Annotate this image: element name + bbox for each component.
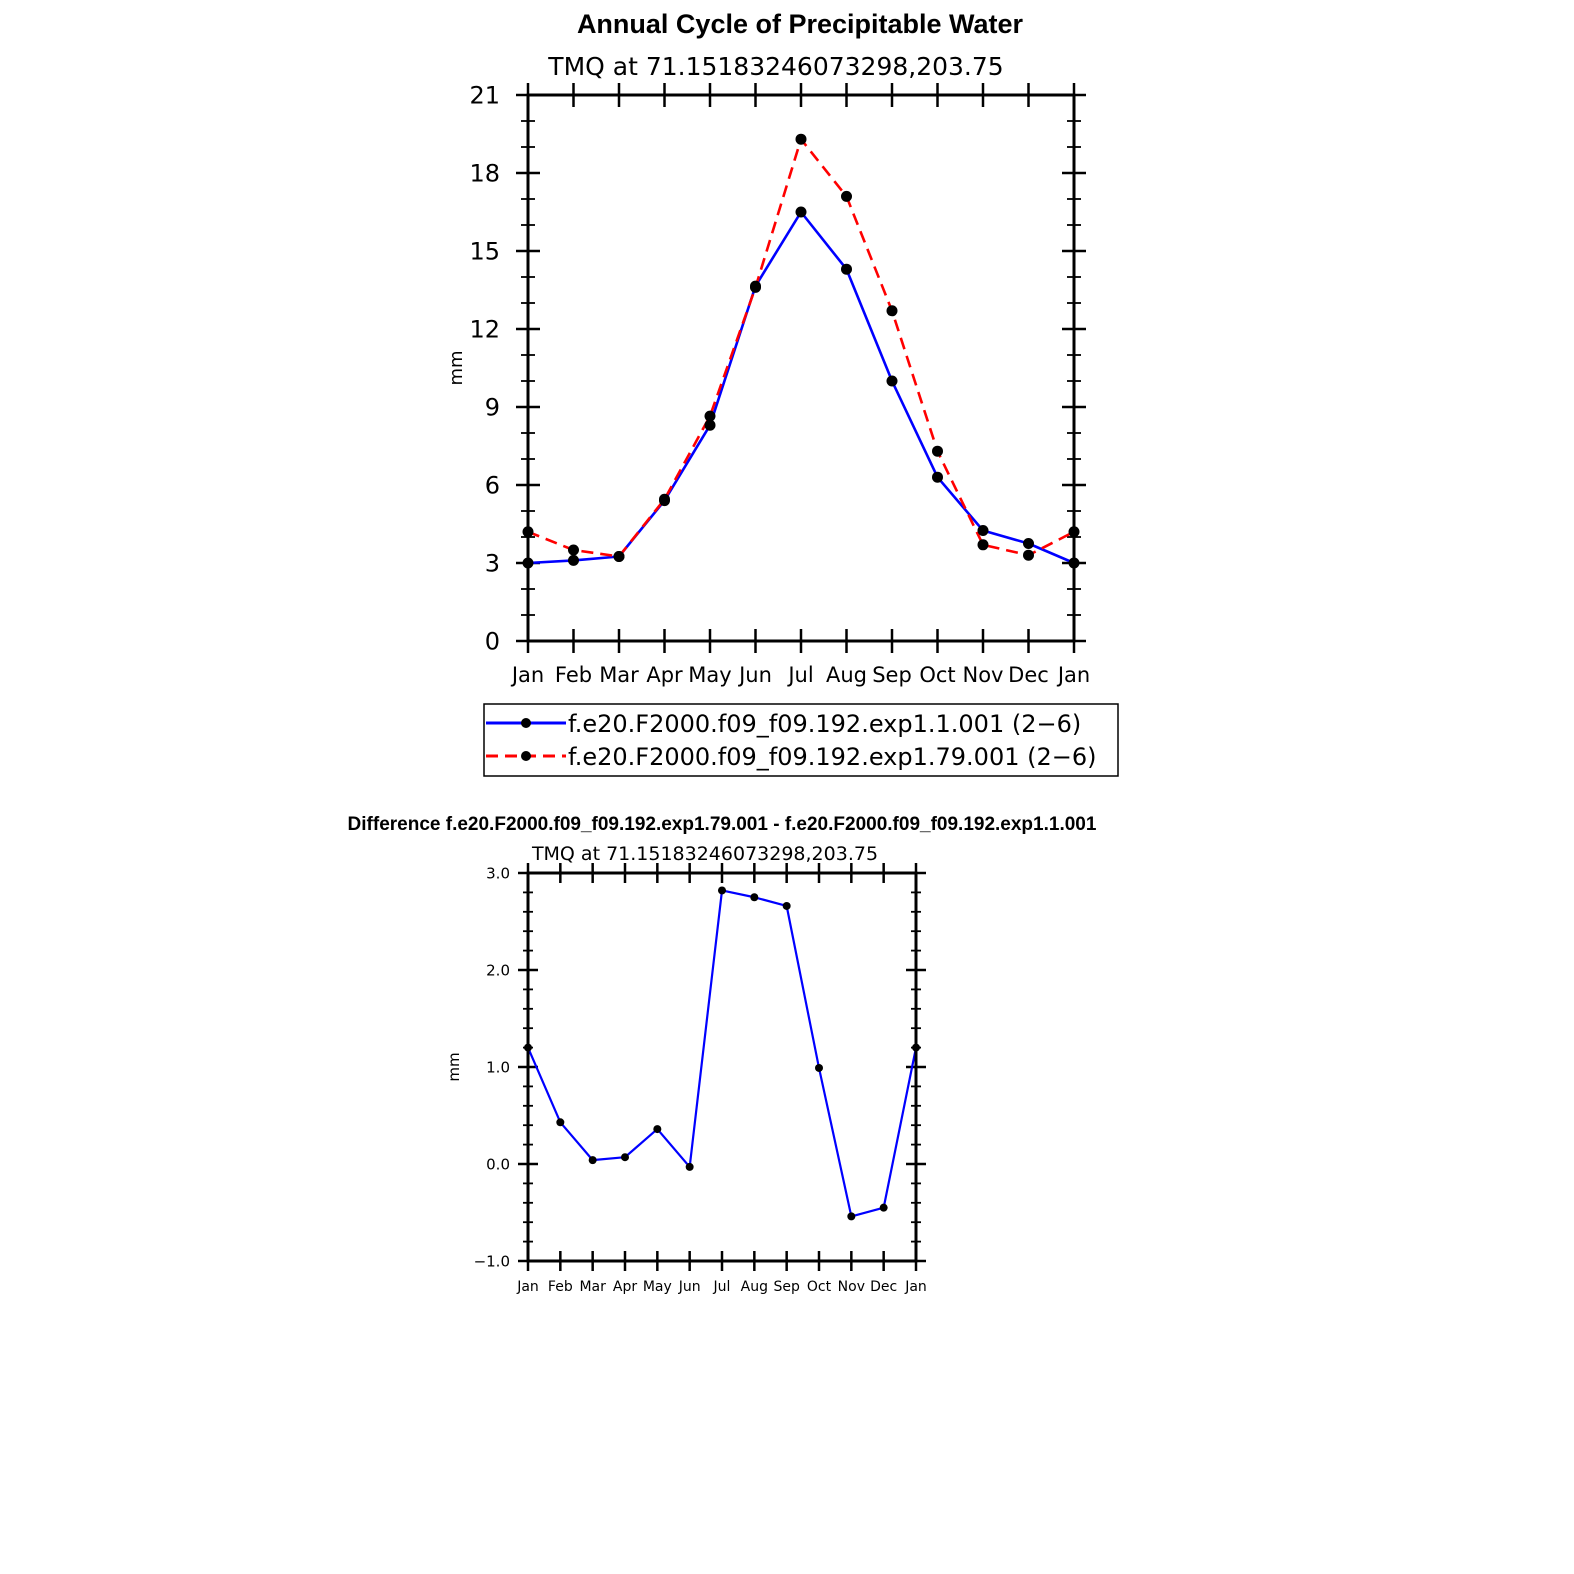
series-0-point xyxy=(1023,538,1034,549)
chart2-subtitle: TMQ at 71.15183246073298,203.75 xyxy=(531,843,878,865)
series-0-point xyxy=(588,1156,597,1165)
xtick-label: Jun xyxy=(678,1279,701,1295)
xtick-label: Jan xyxy=(510,663,544,687)
series-0-point xyxy=(653,1125,662,1134)
xtick-label: Jul xyxy=(713,1279,731,1295)
series-0-point xyxy=(847,1212,856,1221)
xtick-label: Oct xyxy=(807,1279,832,1295)
series-0-point xyxy=(782,901,791,910)
legend-marker-blue xyxy=(521,718,531,728)
series-line-0 xyxy=(527,210,1075,565)
series-0-point xyxy=(795,206,807,218)
series-0-point xyxy=(718,886,726,895)
chart1-title: Annual Cycle of Precipitable Water xyxy=(577,9,1024,39)
xtick-label: Sep xyxy=(773,1279,800,1295)
chart1-legend: f.e20.F2000.f09_f09.192.exp1.1.001 (2−6)… xyxy=(483,703,1119,777)
xtick-label: Mar xyxy=(579,1279,606,1295)
chart1-series xyxy=(522,133,1080,569)
ytick-label: 0.0 xyxy=(486,1155,510,1173)
ytick-label: 12 xyxy=(469,316,500,344)
series-0-point xyxy=(932,471,943,483)
series-1-point xyxy=(1023,549,1034,561)
series-1-point xyxy=(932,445,943,457)
xtick-label: Jul xyxy=(786,663,813,687)
chart1-frame xyxy=(526,93,1076,643)
series-1-point xyxy=(977,539,989,551)
xtick-label: Apr xyxy=(646,663,683,687)
xtick-label: Jan xyxy=(904,1279,927,1295)
legend-label-exp79: f.e20.F2000.f09_f09.192.exp1.79.001 (2−6… xyxy=(568,743,1096,771)
ytick-label: 3.0 xyxy=(486,864,510,882)
ytick-label: 21 xyxy=(469,82,500,110)
xtick-label: May xyxy=(643,1279,672,1295)
chart1-subtitle: TMQ at 71.15183246073298,203.75 xyxy=(547,52,1003,81)
series-0-point xyxy=(621,1153,629,1162)
series-0-point xyxy=(556,1118,565,1127)
legend-marker-red xyxy=(521,751,531,761)
series-1-point xyxy=(704,410,716,422)
ytick-label: 1.0 xyxy=(486,1058,510,1076)
xtick-label: Nov xyxy=(838,1279,865,1295)
xtick-label: Feb xyxy=(548,1279,573,1295)
annual-cycle-chart: Annual Cycle of Precipitable Water TMQ a… xyxy=(446,9,1119,777)
xtick-label: Dec xyxy=(1008,663,1049,687)
series-0-point xyxy=(685,1162,694,1171)
xtick-label: Aug xyxy=(826,663,867,687)
chart1-ticks xyxy=(516,83,1086,653)
xtick-label: Jun xyxy=(737,663,772,687)
chart1-ylabel: mm xyxy=(446,350,467,385)
chart1-tick-labels: Jan Feb Mar Apr May Jun Jul Aug Sep Oct Nov Dec Jan 0… xyxy=(469,82,1090,687)
series-1-point xyxy=(659,493,670,505)
series-1-point xyxy=(795,133,807,145)
series-line-1 xyxy=(527,137,1075,558)
xtick-label: Sep xyxy=(872,663,912,687)
xtick-label: Aug xyxy=(741,1279,768,1295)
xtick-label: Jan xyxy=(516,1279,539,1295)
ytick-label: 18 xyxy=(469,160,500,188)
xtick-label: Feb xyxy=(555,663,592,687)
ytick-label: 2.0 xyxy=(486,961,510,979)
ytick-label: 6 xyxy=(485,472,500,500)
ytick-label: 0 xyxy=(485,628,500,656)
ytick-label: −1.0 xyxy=(474,1252,510,1270)
series-1-point xyxy=(886,305,898,317)
xtick-label: Oct xyxy=(919,663,955,687)
xtick-label: Mar xyxy=(599,663,639,687)
xtick-label: Dec xyxy=(870,1279,897,1295)
xtick-label: Apr xyxy=(613,1279,637,1295)
series-0-point xyxy=(704,419,716,431)
series-1-point xyxy=(841,190,852,202)
legend-box xyxy=(483,703,1119,777)
series-0-point xyxy=(879,1203,888,1212)
chart2-frame xyxy=(526,871,918,1263)
series-0-point xyxy=(886,375,898,387)
chart2-ylabel: mm xyxy=(445,1052,463,1081)
chart2-ticks xyxy=(518,863,926,1271)
ytick-label: 3 xyxy=(485,550,500,578)
series-0-point xyxy=(750,893,759,902)
series-line-0 xyxy=(526,889,918,1218)
series-1-point xyxy=(568,544,579,556)
ytick-label: 15 xyxy=(469,238,500,266)
series-0-point xyxy=(815,1063,823,1072)
chart2-tick-labels: Jan Feb Mar Apr May Jun Jul Aug Sep Oct Nov Dec Jan−… xyxy=(474,864,927,1295)
series-1-point xyxy=(750,281,761,293)
series-1-point xyxy=(613,551,625,562)
xtick-label: Jan xyxy=(1056,663,1090,687)
series-0-point xyxy=(977,525,989,536)
xtick-label: May xyxy=(688,663,731,687)
xtick-label: Nov xyxy=(963,663,1004,687)
chart2-series xyxy=(524,886,920,1221)
series-0-point xyxy=(841,263,852,275)
chart2-title: Difference f.e20.F2000.f09_f09.192.exp1.… xyxy=(348,814,1097,835)
difference-chart: Difference f.e20.F2000.f09_f09.192.exp1.… xyxy=(348,814,1097,1295)
series-0-point xyxy=(568,554,579,566)
legend-label-exp1: f.e20.F2000.f09_f09.192.exp1.1.001 (2−6) xyxy=(568,710,1081,738)
ytick-label: 9 xyxy=(485,394,500,422)
